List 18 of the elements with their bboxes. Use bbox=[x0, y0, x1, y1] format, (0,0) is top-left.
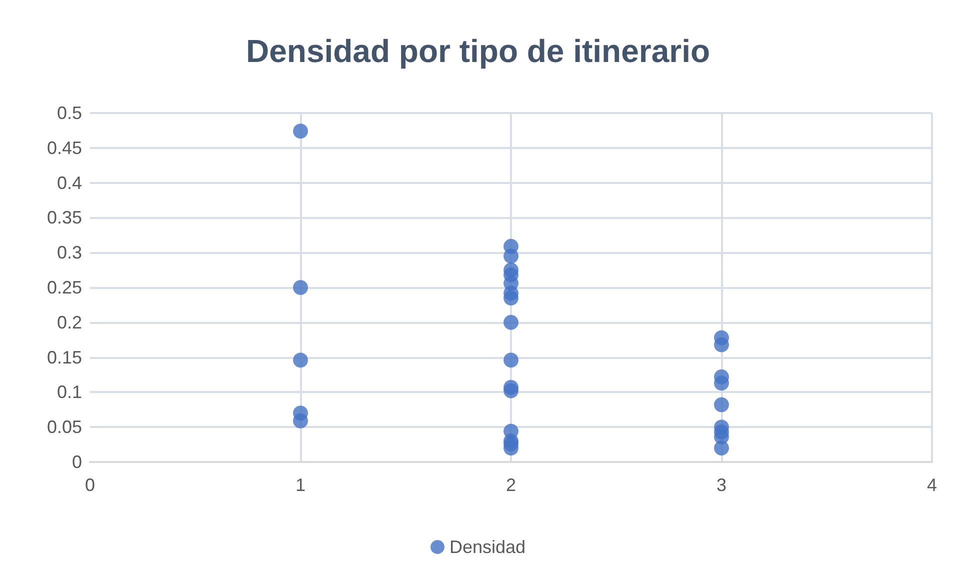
y-tick-label: 0.45 bbox=[46, 138, 82, 158]
legend-label: Densidad bbox=[449, 537, 526, 557]
x-tick-label: 0 bbox=[84, 475, 96, 495]
y-tick-label: 0.2 bbox=[56, 312, 82, 332]
chart-title: Densidad por tipo de itinerario bbox=[246, 33, 710, 69]
y-tick-label: 0.35 bbox=[46, 208, 82, 228]
y-tick-label: 0 bbox=[72, 452, 82, 472]
x-tick-label: 3 bbox=[716, 475, 727, 495]
y-tick-label: 0.1 bbox=[56, 382, 82, 402]
y-tick-label: 0.05 bbox=[46, 417, 82, 438]
y-tick-label: 0.4 bbox=[56, 172, 82, 193]
y-tick-label: 0.5 bbox=[56, 103, 82, 123]
y-tick-label: 0.3 bbox=[56, 242, 82, 263]
y-tick-label: 0.25 bbox=[46, 278, 82, 298]
x-tick-label: 2 bbox=[506, 475, 516, 495]
y-tick-label: 0.15 bbox=[46, 347, 82, 368]
x-tick-label: 4 bbox=[926, 475, 938, 495]
x-tick-label: 1 bbox=[295, 475, 306, 495]
